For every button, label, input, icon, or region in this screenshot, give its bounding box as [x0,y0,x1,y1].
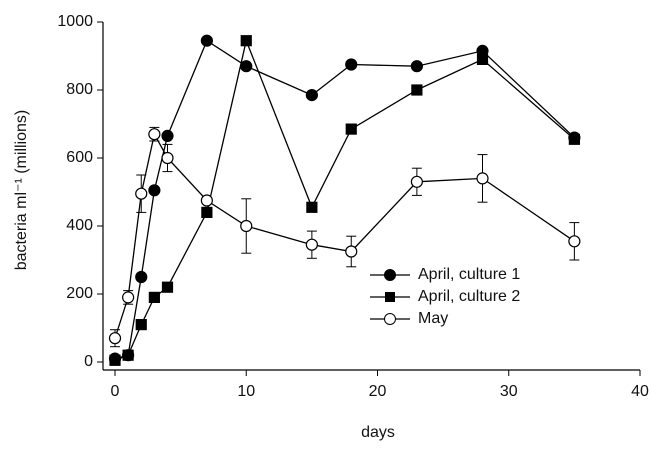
marker [108,332,122,345]
legend-marker [385,292,395,302]
marker [161,151,174,165]
y-tick-label: 400 [66,217,93,234]
x-tick-label: 20 [369,383,387,400]
y-tick-label: 200 [66,285,93,302]
marker [305,238,318,251]
marker [240,35,252,47]
x-tick-label: 30 [500,383,518,400]
y-axis-label: bacteria ml⁻¹ (millions) [13,110,30,270]
legend-label: April, culture 1 [418,266,520,283]
series-line [114,38,575,361]
x-axis-label: days [361,424,395,441]
marker [410,60,423,73]
marker [122,349,134,361]
marker [148,128,161,141]
x-tick-label: 10 [237,383,255,400]
marker [345,58,358,71]
marker [200,34,213,47]
marker [410,175,423,188]
legend-marker [384,269,396,281]
marker [568,133,580,145]
marker [135,319,147,331]
marker [240,60,253,73]
marker [476,53,489,66]
marker [411,84,423,96]
marker [568,235,581,248]
marker [476,172,489,185]
marker [345,245,358,258]
marker [135,270,148,284]
marker [122,291,135,304]
series-line [114,39,575,360]
marker [135,187,148,200]
marker [161,129,174,142]
marker [148,184,161,197]
x-tick-label: 0 [111,383,120,400]
y-tick-label: 1000 [57,13,93,30]
legend-label: May [418,310,448,327]
legend-label: April, culture 2 [418,288,520,305]
y-tick-label: 0 [84,353,93,370]
y-tick-label: 800 [66,81,93,98]
marker [148,291,160,303]
marker [161,281,174,293]
marker [240,219,253,233]
series-line [114,132,575,339]
marker [345,123,357,135]
marker [201,206,213,218]
marker [305,88,318,102]
x-tick-label: 40 [631,383,649,400]
legend-marker [384,313,396,325]
marker [109,354,121,366]
y-tick-label: 600 [66,149,93,166]
marker [306,201,318,213]
marker [200,194,213,207]
